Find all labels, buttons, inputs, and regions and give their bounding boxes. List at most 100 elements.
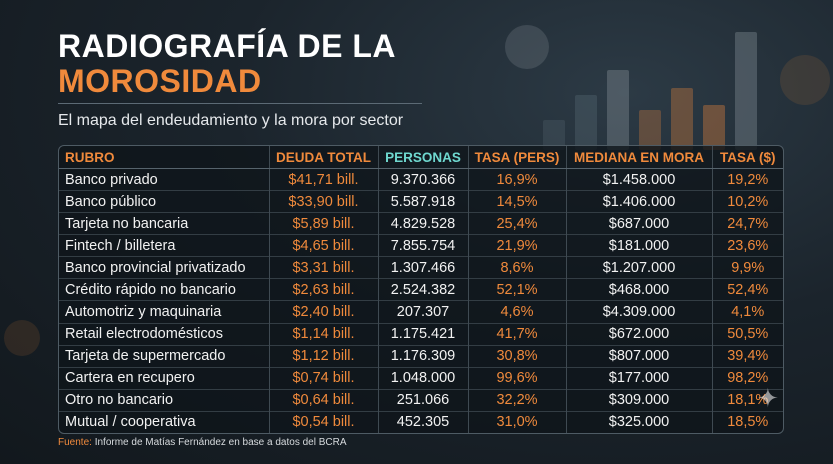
source-note: Fuente: Informe de Matías Fernández en b… [58,437,347,448]
cell-tasa-money: 10,2% [711,190,783,213]
cell-deuda: $0,54 bill. [268,410,378,433]
cell-personas: 207.307 [377,300,468,324]
cell-rubro: Retail electrodomésticos [59,322,269,346]
cell-rubro: Crédito rápido no bancario [59,278,269,301]
cell-deuda: $5,89 bill. [268,212,378,235]
cell-rubro: Banco privado [65,171,158,188]
cell-personas: 9.370.366 [377,168,468,191]
cell-personas: 1.175.421 [377,322,468,346]
cell-mediana: $181.000 [565,234,712,257]
table-row: Banco provincial privatizado $3,31 bill.… [59,256,783,279]
cell-tasa-money: 39,4% [711,344,783,368]
cell-personas: 1.307.466 [377,256,468,279]
cell-rubro: Banco público [59,190,269,213]
cell-personas: 251.066 [377,388,468,412]
background-bokeh [780,55,830,105]
header-rubro: RUBRO [59,146,269,169]
cell-tasa-money: 23,6% [711,234,783,257]
cell-mediana: $468.000 [565,278,712,301]
cell-personas: 5.587.918 [377,190,468,213]
table-row: Fintech / billetera $4,65 bill. 7.855.75… [59,234,783,257]
cell-tasa-money: 52,4% [711,278,783,301]
header-tasa-money: TASA ($) [711,146,783,169]
header-mediana-en-mora: MEDIANA EN MORA [565,146,712,169]
table-row: Retail electrodomésticos $1,14 bill. 1.1… [59,322,783,346]
table-row: Tarjeta no bancaria $5,89 bill. 4.829.52… [59,212,783,235]
table-header-row: RUBRO DEUDA TOTAL PERSONAS TASA (PERS) M… [59,146,783,169]
table-row: Banco público $33,90 bill. 5.587.918 14,… [59,190,783,213]
table-row: Otro no bancario $0,64 bill. 251.066 32,… [59,388,783,412]
cell-tasa-pers: 14,5% [467,190,566,213]
cell-personas: 2.524.382 [377,278,468,301]
cell-tasa-pers: 31,0% [467,410,566,433]
cell-tasa-pers: 21,9% [467,234,566,257]
cell-mediana: $309.000 [565,388,712,412]
page-subtitle: El mapa del endeudamiento y la mora por … [58,112,404,129]
cell-rubro: Automotriz y maquinaria [59,300,269,324]
cell-deuda: $0,74 bill. [268,366,378,390]
cell-rubro: Fintech / billetera [59,234,269,257]
background-bokeh [505,25,549,69]
cell-tasa-money: 19,2% [711,168,783,191]
title-divider [58,103,422,104]
cell-tasa-money: 4,1% [711,300,783,324]
cell-deuda: $41,71 bill. [268,168,378,191]
cell-tasa-pers: 52,1% [467,278,566,301]
cell-deuda: $2,40 bill. [268,300,378,324]
cell-tasa-pers: 32,2% [467,388,566,412]
cell-tasa-pers: 8,6% [467,256,566,279]
cell-tasa-money: 9,9% [711,256,783,279]
cell-deuda: $2,63 bill. [268,278,378,301]
page-title-line1: RADIOGRAFÍA DE LA [58,28,396,64]
debt-table-panel: RUBRO DEUDA TOTAL PERSONAS TASA (PERS) M… [58,145,784,434]
cell-mediana: $1.458.000 [565,168,712,191]
cell-rubro: Otro no bancario [59,388,269,412]
background-bar-decoration [543,20,803,150]
cell-tasa-money: 18,5% [711,410,783,433]
cell-deuda: $4,65 bill. [268,234,378,257]
cell-rubro: Mutual / cooperativa [59,410,269,433]
table-row: Banco privado $41,71 bill. 9.370.366 16,… [59,168,783,191]
background-bokeh [4,320,40,356]
cell-personas: 7.855.754 [377,234,468,257]
cell-mediana: $4.309.000 [565,300,712,324]
cell-mediana: $672.000 [565,322,712,346]
debt-table: RUBRO DEUDA TOTAL PERSONAS TASA (PERS) M… [59,146,783,433]
cell-deuda: $1,14 bill. [268,322,378,346]
cell-rubro: Tarjeta no bancaria [59,212,269,235]
cell-mediana: $1.207.000 [565,256,712,279]
cell-personas: 452.305 [377,410,468,433]
cell-tasa-money: 24,7% [711,212,783,235]
cell-tasa-pers: 4,6% [467,300,566,324]
cell-mediana: $325.000 [565,410,712,433]
table-row: Cartera en recupero $0,74 bill. 1.048.00… [59,366,783,390]
header-personas: PERSONAS [377,146,468,169]
cell-tasa-money: 18,1% [711,388,783,412]
sparkle-icon: ✦ [757,383,779,413]
cell-personas: 4.829.528 [377,212,468,235]
cell-deuda: $1,12 bill. [268,344,378,368]
cell-mediana: $1.406.000 [565,190,712,213]
cell-deuda: $3,31 bill. [268,256,378,279]
cell-mediana: $807.000 [565,344,712,368]
page-title-line2: MOROSIDAD [58,63,262,99]
cell-tasa-money: 98,2% [711,366,783,390]
cell-tasa-money: 50,5% [711,322,783,346]
cell-tasa-pers: 99,6% [467,366,566,390]
cell-deuda: $0,64 bill. [268,388,378,412]
cell-tasa-pers: 25,4% [467,212,566,235]
cell-personas: 1.176.309 [377,344,468,368]
header-tasa-pers: TASA (PERS) [467,146,566,169]
source-label: Fuente: [58,437,92,448]
cell-tasa-pers: 16,9% [467,168,566,191]
source-text: Informe de Matías Fernández en base a da… [94,437,347,448]
cell-tasa-pers: 30,8% [467,344,566,368]
table-row: Tarjeta de supermercado $1,12 bill. 1.17… [59,344,783,368]
cell-rubro: Cartera en recupero [59,366,269,390]
cell-rubro: Tarjeta de supermercado [59,344,269,368]
table-row: Mutual / cooperativa $0,54 bill. 452.305… [59,410,783,433]
header-deuda-total: DEUDA TOTAL [268,146,378,169]
cell-rubro: Banco provincial privatizado [59,256,269,279]
table-row: Crédito rápido no bancario $2,63 bill. 2… [59,278,783,301]
table-row: Automotriz y maquinaria $2,40 bill. 207.… [59,300,783,324]
